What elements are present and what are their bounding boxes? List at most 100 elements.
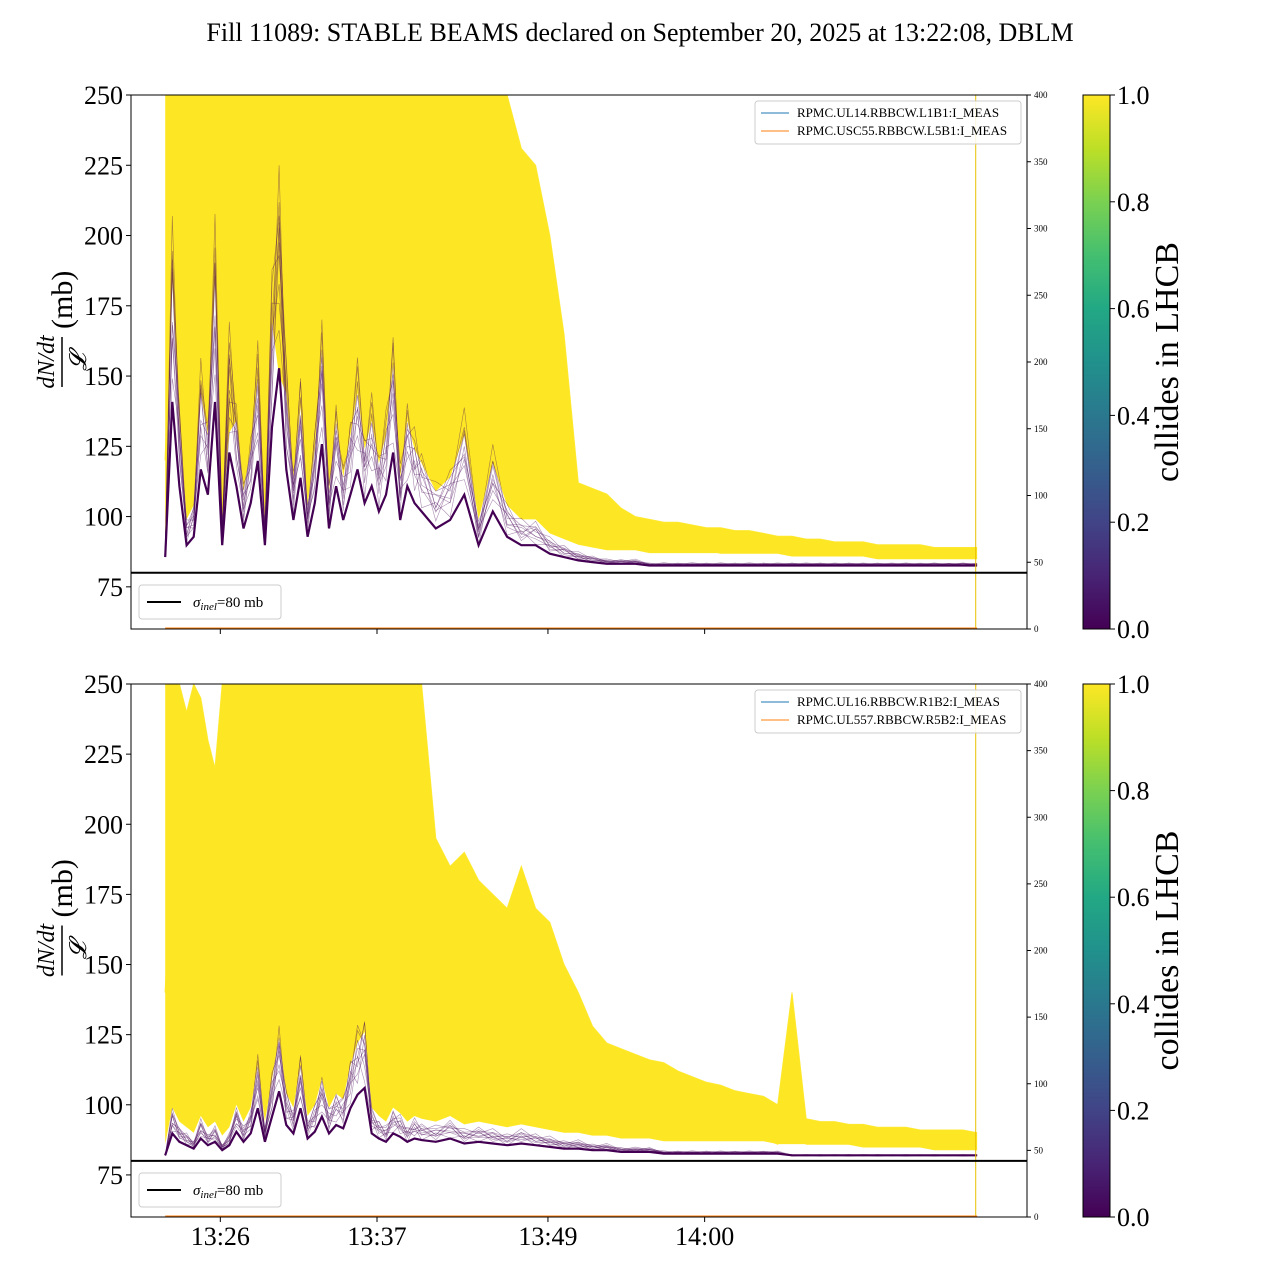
y2tick-label: 50 xyxy=(1034,557,1044,567)
y2tick-label: 0 xyxy=(1034,1212,1039,1222)
xtick-label: 13:49 xyxy=(518,1222,577,1251)
colorbar-tick-label: 0.2 xyxy=(1117,1096,1150,1125)
threshold-value-text: =80 mb xyxy=(217,1183,263,1199)
sigma-subscript: inel xyxy=(200,1189,217,1201)
ytick-label: 150 xyxy=(84,362,123,391)
ytick-label: 200 xyxy=(84,222,123,251)
sigma-subscript: inel xyxy=(200,601,217,613)
ytick-label: 225 xyxy=(84,740,123,769)
y2tick-label: 250 xyxy=(1034,290,1048,300)
ytick-label: 225 xyxy=(84,151,123,180)
legend-entry: RPMC.UL557.RBBCW.R5B2:I_MEAS xyxy=(797,712,1006,727)
y2tick-label: 400 xyxy=(1034,90,1048,100)
ylabel-unit: (mb) xyxy=(46,859,79,917)
non-colliding-core xyxy=(164,368,978,567)
y2tick-label: 50 xyxy=(1034,1145,1044,1155)
ytick-label: 175 xyxy=(84,880,123,909)
series-line-non-colliding xyxy=(164,215,978,565)
ytick-label: 250 xyxy=(84,670,123,699)
colorbar: 0.0 0.2 0.4 0.6 0.8 1.0 collides in LHCB xyxy=(1082,81,1186,644)
series-line-colliding-max xyxy=(165,684,978,1134)
colliding-band xyxy=(165,95,978,559)
colorbar-tick-label: 1.0 xyxy=(1117,81,1150,110)
colliding-band xyxy=(165,684,978,1150)
series-line-non-colliding xyxy=(164,202,978,566)
series-line-non-colliding xyxy=(164,213,978,566)
legend-entry: RPMC.UL14.RBBCW.L1B1:I_MEAS xyxy=(797,105,999,120)
ytick-label: 200 xyxy=(84,810,123,839)
legend-entry: RPMC.USC55.RBBCW.L5B1:I_MEAS xyxy=(797,123,1007,138)
ylabel-denominator: 𝓛 xyxy=(66,935,92,959)
colorbar-label: collides in LHCB xyxy=(1149,242,1186,482)
figure-title: Fill 11089: STABLE BEAMS declared on Sep… xyxy=(206,18,1074,47)
colorbar-tick-label: 0.6 xyxy=(1117,883,1150,912)
colorbar-tick-label: 0.4 xyxy=(1117,990,1150,1019)
colorbar-tick-label: 0.0 xyxy=(1117,1203,1150,1232)
legend-box xyxy=(138,584,282,620)
ytick-label: 175 xyxy=(84,292,123,321)
threshold-legend-label: σinel=80 mb xyxy=(193,595,263,613)
colorbar-tick-label: 0.0 xyxy=(1117,615,1150,644)
ytick-label: 100 xyxy=(84,1091,123,1120)
series-line-colliding-typical xyxy=(164,782,978,1151)
panel-beam2: 75 100 125 150 175 200 225 250 0 50 100 150 200 250 30… xyxy=(34,670,1186,1251)
non-colliding-core xyxy=(164,1085,978,1157)
xtick-label: 13:37 xyxy=(347,1222,406,1251)
sigma-symbol: σ xyxy=(193,595,201,611)
colorbar: 0.0 0.2 0.4 0.6 0.8 1.0 collides in LHCB xyxy=(1082,670,1186,1232)
ytick-label: 75 xyxy=(97,1161,123,1190)
colorbar-tick-label: 0.2 xyxy=(1117,508,1150,537)
legend-box xyxy=(754,689,1022,734)
y2tick-label: 150 xyxy=(1034,424,1048,434)
ytick-label: 75 xyxy=(97,573,123,602)
y2tick-label: 350 xyxy=(1034,746,1048,756)
y-axis-label: dN/dt 𝓛 (mb) xyxy=(34,859,92,977)
ylabel-denominator: 𝓛 xyxy=(66,347,92,371)
colorbar-label: collides in LHCB xyxy=(1149,831,1186,1071)
threshold-legend-label: σinel=80 mb xyxy=(193,1183,263,1201)
colorbar-tick-label: 0.4 xyxy=(1117,401,1150,430)
y2tick-label: 100 xyxy=(1034,491,1048,501)
panel-beam1: 75 100 125 150 175 200 225 250 0 50 100 150 200 250 30… xyxy=(34,81,1186,644)
y2tick-label: 400 xyxy=(1034,679,1048,689)
threshold-value-text: =80 mb xyxy=(217,595,263,611)
ytick-label: 150 xyxy=(84,951,123,980)
y2tick-label: 300 xyxy=(1034,224,1048,234)
series-line-colliding-max xyxy=(165,95,978,548)
series-line-colliding-typical xyxy=(164,179,978,560)
ytick-label: 100 xyxy=(84,503,123,532)
legend-currents: RPMC.UL16.RBBCW.R1B2:I_MEAS RPMC.UL557.RB… xyxy=(754,689,1022,734)
y-axis-label: dN/dt 𝓛 (mb) xyxy=(34,271,92,389)
y2tick-label: 0 xyxy=(1034,624,1039,634)
series-line-non-colliding xyxy=(164,227,978,566)
colorbar-tick-label: 0.6 xyxy=(1117,295,1150,324)
y2tick-label: 200 xyxy=(1034,357,1048,367)
y2tick-label: 250 xyxy=(1034,879,1048,889)
colorbar-tick-label: 0.8 xyxy=(1117,188,1150,217)
sigma-symbol: σ xyxy=(193,1183,201,1199)
ytick-label: 250 xyxy=(84,81,123,110)
ylabel-numerator: dN/dt xyxy=(34,922,60,977)
y2tick-label: 350 xyxy=(1034,157,1048,167)
legend-currents: RPMC.UL14.RBBCW.L1B1:I_MEAS RPMC.USC55.RB… xyxy=(754,100,1022,145)
y2tick-label: 200 xyxy=(1034,946,1048,956)
y2tick-label: 100 xyxy=(1034,1079,1048,1089)
legend-entry: RPMC.UL16.RBBCW.R1B2:I_MEAS xyxy=(797,694,1000,709)
legend-threshold: σinel=80 mb xyxy=(138,584,282,620)
colorbar-gradient xyxy=(1082,683,1111,1218)
legend-box xyxy=(138,1172,282,1208)
series-line-non-colliding xyxy=(164,165,978,566)
y2tick-label: 150 xyxy=(1034,1012,1048,1022)
colorbar-tick-label: 1.0 xyxy=(1117,670,1150,699)
colorbar-tick-label: 0.8 xyxy=(1117,777,1150,806)
ylabel-numerator: dN/dt xyxy=(34,334,60,389)
legend-box xyxy=(754,100,1022,145)
xtick-label: 14:00 xyxy=(675,1222,734,1251)
colorbar-gradient xyxy=(1082,94,1111,630)
plot-area xyxy=(164,684,978,1217)
y2tick-label: 300 xyxy=(1034,812,1048,822)
plot-area xyxy=(164,95,978,629)
ytick-label: 125 xyxy=(84,1021,123,1050)
legend-threshold: σinel=80 mb xyxy=(138,1172,282,1208)
